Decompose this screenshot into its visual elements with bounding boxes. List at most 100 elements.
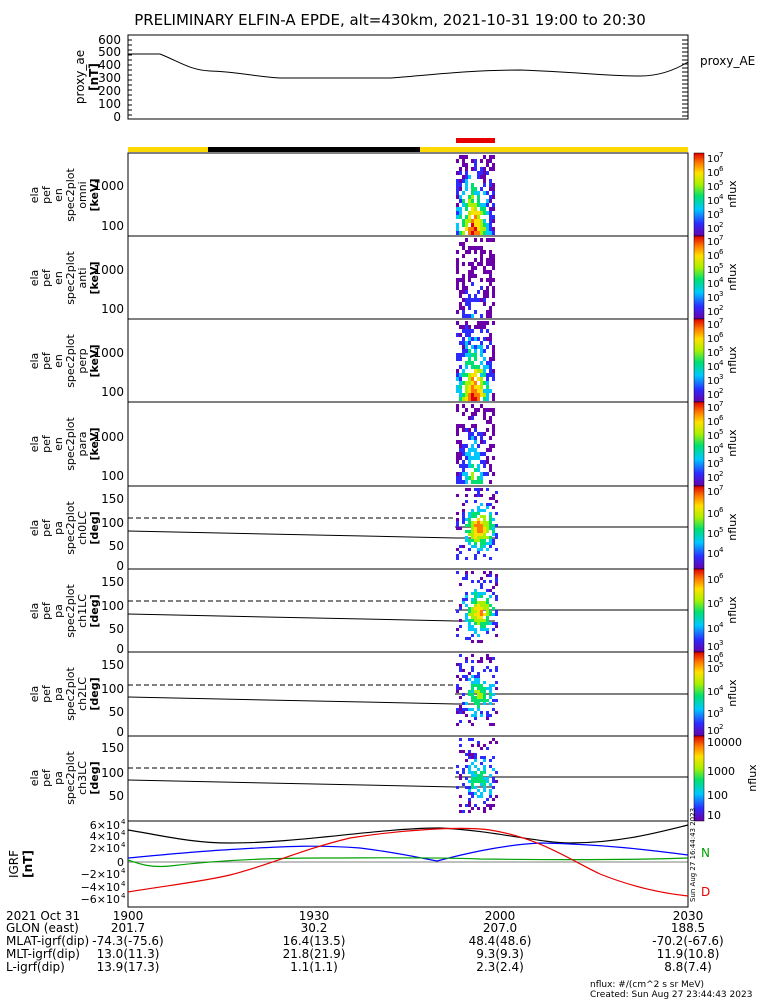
spectrogram-cell	[480, 542, 483, 545]
spectrogram-cell	[465, 290, 468, 294]
spectrogram-cell	[492, 628, 495, 631]
spectrogram-cell	[471, 270, 474, 274]
spectrogram-cell	[480, 592, 483, 595]
spectrogram-cell	[474, 298, 477, 302]
spectrogram-cell	[480, 610, 483, 613]
svg-text:1900: 1900	[113, 909, 144, 923]
spectrogram-cell	[471, 687, 474, 690]
spectrogram-cell	[486, 393, 489, 397]
spectrogram-cell	[468, 801, 471, 804]
spectrogram-cell	[471, 480, 474, 484]
y-tick: 300	[98, 71, 121, 85]
spectrogram-cell	[474, 357, 477, 361]
spectrogram-cell	[465, 675, 468, 678]
spectrogram-cell	[492, 219, 495, 223]
spectrogram-cell	[471, 345, 474, 349]
spectrogram-cell	[471, 527, 474, 530]
spectrogram-cell	[480, 577, 483, 580]
spectrogram-cell	[459, 678, 462, 681]
spectrogram-cell	[477, 298, 480, 302]
spectrogram-cell	[465, 298, 468, 302]
spectrogram-cell	[459, 211, 462, 215]
spectrogram-cell	[471, 246, 474, 250]
spectrogram-cell	[465, 592, 468, 595]
spectrogram-cell	[483, 604, 486, 607]
spectrogram-cell	[492, 586, 495, 589]
svg-text:10: 10	[707, 431, 720, 442]
spectrogram-cell	[474, 452, 477, 456]
igrf-legend-n: N	[701, 846, 710, 860]
spectrogram-cell	[477, 345, 480, 349]
spectrogram-cell	[465, 286, 468, 290]
spectrogram-cell	[483, 554, 486, 557]
spectrogram-cell	[489, 254, 492, 258]
panel-para: ela pef en spec2plot para [keV] 1000 100	[28, 417, 124, 483]
svg-text:ch2LC: ch2LC	[76, 677, 89, 711]
svg-text:5: 5	[719, 262, 723, 270]
spectrogram-cell	[489, 262, 492, 266]
spectrogram-cell	[462, 750, 465, 753]
spectrogram-cell	[480, 762, 483, 765]
spectrogram-cell	[471, 404, 474, 408]
spectrogram-cell	[474, 223, 477, 227]
spectrogram-cell	[468, 524, 471, 527]
spectrogram-cell	[477, 227, 480, 231]
svg-text:3: 3	[719, 456, 723, 464]
svg-text:10: 10	[707, 809, 721, 822]
spectrogram-cell	[459, 666, 462, 669]
spectrogram-cell	[492, 539, 495, 542]
spectrogram-cell	[471, 654, 474, 657]
spectrogram-cell	[474, 759, 477, 762]
colorbar-label: nflux	[726, 679, 739, 707]
spectrogram-cell	[480, 258, 483, 262]
svg-text:2: 2	[719, 387, 723, 395]
spectrogram-cell	[480, 238, 483, 242]
spectrogram-cell	[495, 548, 498, 551]
svg-text:4: 4	[121, 867, 126, 875]
spectrogram-cell	[492, 693, 495, 696]
svg-text:201.7: 201.7	[111, 921, 145, 935]
spectrogram-cell	[483, 601, 486, 604]
spectrogram-cell	[483, 622, 486, 625]
svg-text:spec2plot: spec2plot	[64, 251, 77, 305]
spectrogram-cell	[465, 183, 468, 187]
spectrogram-cell	[462, 783, 465, 786]
spectrogram-cell	[474, 690, 477, 693]
spectrogram-cell	[480, 774, 483, 777]
spectrogram-cell	[489, 195, 492, 199]
spectrogram-cell	[465, 333, 468, 337]
spectrogram-cell	[459, 774, 462, 777]
spectrogram-cell	[471, 690, 474, 693]
spectrogram-cell	[465, 321, 468, 325]
spectrogram-cell	[474, 266, 477, 270]
svg-text:10000: 10000	[707, 736, 742, 749]
spectrogram-cell	[462, 448, 465, 452]
spectrogram-cell	[477, 389, 480, 393]
spectrogram-cell	[462, 577, 465, 580]
spectrogram-cell	[465, 637, 468, 640]
spectrogram-cell	[468, 175, 471, 179]
spectrogram-cell	[471, 274, 474, 278]
spectrogram-cell	[486, 262, 489, 266]
spectrogram-cell	[480, 545, 483, 548]
spectrogram-cell	[468, 211, 471, 215]
spectrogram-cell	[465, 657, 468, 660]
spectrogram-cell	[462, 693, 465, 696]
spectrogram-cell	[468, 756, 471, 759]
spectrogram-cell	[480, 345, 483, 349]
spectrogram-cell	[471, 159, 474, 163]
svg-text:48.4(48.6): 48.4(48.6)	[469, 934, 532, 948]
svg-text:4: 4	[121, 841, 126, 849]
spectrogram-cell	[465, 765, 468, 768]
spectrogram-cell	[495, 491, 498, 494]
spectrogram-cell	[459, 306, 462, 310]
spectrogram-cell	[492, 227, 495, 231]
spectrogram-cell	[471, 634, 474, 637]
spectrogram-cell	[471, 693, 474, 696]
spectrogram-cell	[480, 250, 483, 254]
spectrogram-cell	[480, 604, 483, 607]
spectrogram-cell	[486, 604, 489, 607]
spectrogram-cell	[474, 765, 477, 768]
spectrogram-cell	[468, 337, 471, 341]
spectrogram-cell	[462, 509, 465, 512]
